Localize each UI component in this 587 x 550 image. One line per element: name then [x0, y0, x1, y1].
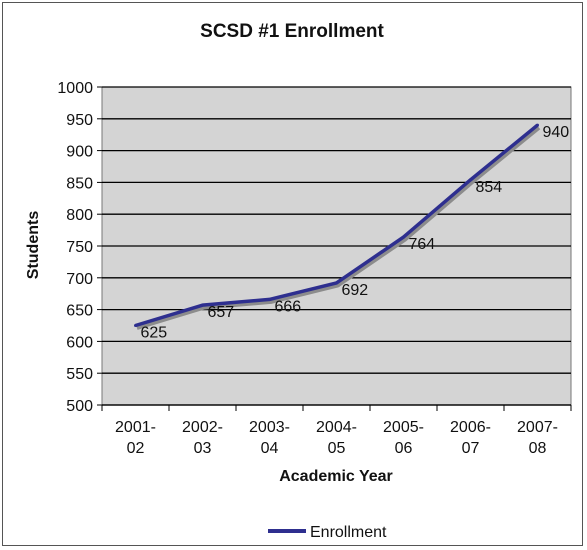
legend: Enrollment	[268, 524, 387, 541]
x-axis-ticks: 2001- 02 2002- 03 2003- 04 2004- 05 2005- 06 2006-…	[101, 404, 572, 457]
y-tick-label: 1000	[57, 80, 93, 97]
y-tick-label: 650	[66, 303, 93, 320]
data-label: 940	[543, 124, 570, 141]
y-tick-label: 600	[66, 334, 93, 351]
data-point	[268, 297, 271, 301]
data-label: 764	[409, 236, 436, 253]
data-point	[335, 281, 338, 285]
x-tick-label: 2001-	[115, 419, 156, 436]
x-tick-label: 2003-	[249, 419, 290, 436]
series-line-shadow	[136, 126, 541, 330]
y-tick-label: 850	[66, 175, 93, 192]
y-tick-label: 500	[66, 398, 93, 415]
x-tick-label: 02	[127, 440, 145, 457]
data-point	[469, 178, 472, 182]
legend-label-enrollment: Enrollment	[310, 524, 387, 541]
x-tick-label: 05	[328, 440, 346, 457]
x-tick-label: 2007-	[517, 419, 558, 436]
data-point	[134, 324, 137, 327]
data-labels: 625 657 666 692 764 854 940	[141, 124, 570, 341]
x-tick-label: 07	[462, 440, 480, 457]
y-tick-label: 550	[66, 366, 93, 383]
y-axis-ticks: 500 550 600 650 700 750 800 850 900 950 1000	[57, 80, 102, 415]
data-point	[402, 235, 405, 239]
x-axis-title: Academic Year	[279, 468, 393, 485]
y-tick-label: 950	[66, 112, 93, 129]
chart-title: SCSD #1 Enrollment	[200, 21, 384, 42]
data-label: 657	[208, 304, 235, 321]
x-tick-label: 06	[395, 440, 413, 457]
y-tick-label: 900	[66, 144, 93, 161]
x-tick-label: 2002-	[182, 419, 223, 436]
y-tick-label: 800	[66, 207, 93, 224]
x-tick-label: 2005-	[383, 419, 424, 436]
x-tick-label: 03	[194, 440, 212, 457]
gridlines	[102, 86, 571, 406]
data-label: 692	[342, 282, 369, 299]
data-point	[536, 123, 539, 127]
x-tick-label: 08	[529, 440, 547, 457]
x-tick-label: 2004-	[316, 419, 357, 436]
data-label: 625	[141, 325, 168, 342]
y-tick-label: 750	[66, 239, 93, 256]
data-label: 666	[275, 298, 302, 315]
x-tick-label: 2006-	[450, 419, 491, 436]
y-tick-label: 700	[66, 271, 93, 288]
data-point	[201, 303, 204, 307]
series-layer	[134, 123, 541, 330]
y-axis-title: Students	[25, 211, 42, 280]
x-tick-label: 04	[261, 440, 279, 457]
data-label: 854	[476, 179, 503, 196]
